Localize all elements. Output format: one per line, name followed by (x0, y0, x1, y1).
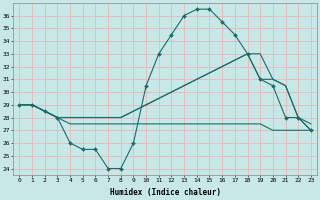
X-axis label: Humidex (Indice chaleur): Humidex (Indice chaleur) (110, 188, 220, 197)
